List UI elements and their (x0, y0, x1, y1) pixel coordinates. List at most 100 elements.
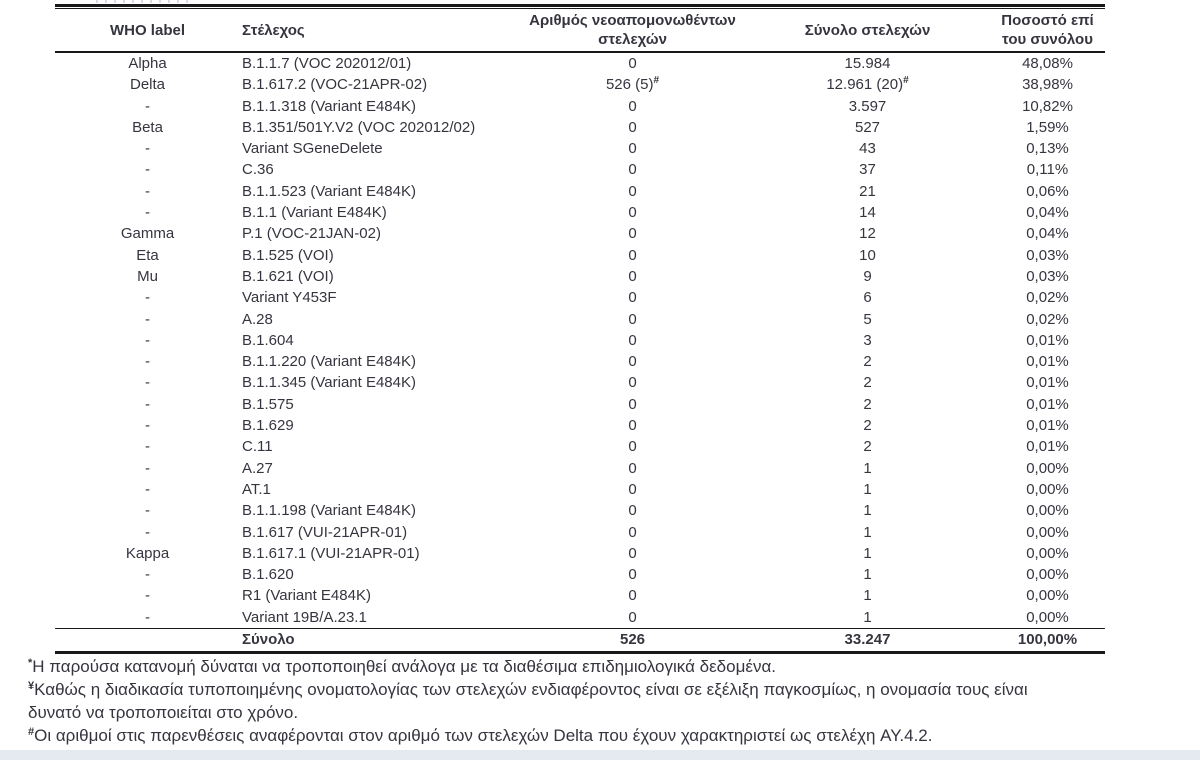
table-row: Kappa B.1.617.1 (VUI-21APR-01) 0 1 0,00% (55, 543, 1105, 564)
who-label-cell: Delta (129, 76, 166, 94)
strain-cell: B.1.621 (VOI) (242, 267, 334, 285)
table-row: - B.1.1.220 (Variant E484K) 0 2 0,01% (55, 351, 1105, 372)
percentage-cell: 0,13% (1026, 140, 1069, 158)
percentage-cell: 0,01% (1026, 374, 1069, 392)
who-label-cell: - (145, 182, 150, 200)
newly-isolated-count-cell: 0 (628, 204, 637, 222)
variants-table-container: WHO label Στέλεχος Αριθμός νεοαπομονωθέν… (55, 4, 1105, 655)
table-row: - B.1.575 0 2 0,01% (55, 394, 1105, 415)
newly-isolated-count-cell: 0 (628, 55, 637, 72)
newly-isolated-count-cell: 0 (628, 544, 637, 562)
who-label-cell: - (145, 417, 150, 435)
table-row: Eta B.1.525 (VOI) 0 10 0,03% (55, 245, 1105, 266)
strain-cell: C.11 (242, 438, 273, 456)
table-row: Alpha B.1.1.7 (VOC 202012/01) 0 15.984 48,08… (55, 52, 1105, 74)
who-label-cell: - (145, 310, 150, 328)
total-label-cell: Σύνολο (240, 628, 520, 653)
hash-superscript-marker: # (653, 75, 660, 87)
footnote-text: Η παρούσα κατανομή δύναται να τροποποιηθ… (32, 657, 777, 676)
total-newly-isolated-cell: 526 (520, 628, 745, 653)
strain-cell: R1 (Variant E484K) (242, 587, 371, 605)
newly-isolated-count-cell: 0 (628, 225, 637, 243)
who-label-cell: - (145, 161, 150, 179)
who-label-cell: - (145, 438, 150, 456)
newly-isolated-count-cell: 0 (628, 310, 637, 328)
percentage-cell: 0,00% (1026, 480, 1069, 498)
newly-isolated-count-cell: 0 (628, 459, 637, 477)
strain-cell: B.1.1.220 (Variant E484K) (242, 353, 416, 371)
who-label-cell: Gamma (120, 225, 175, 243)
total-strains-cell: 1 (863, 544, 872, 562)
table-row: Gamma P.1 (VOC-21JAN-02) 0 12 0,04% (55, 223, 1105, 244)
total-strains-cell: 2 (863, 417, 872, 435)
strain-cell: C.36 (242, 161, 274, 179)
who-label-cell: Beta (132, 118, 163, 136)
strain-cell: Variant SGeneDelete (242, 140, 383, 158)
table-row: - C.36 0 37 0,11% (55, 159, 1105, 180)
strain-cell: B.1.617.2 (VOC-21APR-02) (242, 76, 428, 94)
who-label-cell: - (145, 331, 150, 349)
total-strains-cell: 1 (863, 480, 872, 498)
who-label-cell: - (145, 97, 150, 115)
percentage-cell: 0,00% (1026, 544, 1069, 562)
who-label-cell: Kappa (125, 544, 170, 562)
total-row: Σύνολο 526 33.247 100,00% (55, 628, 1105, 653)
newly-isolated-count-cell: 0 (628, 246, 637, 264)
strain-cell: B.1.1.523 (Variant E484K) (242, 182, 416, 200)
total-strains-cell: 2 (863, 438, 872, 456)
who-label-cell: - (145, 395, 150, 413)
percentage-cell: 0,01% (1026, 331, 1069, 349)
newly-isolated-count-cell: 0 (628, 161, 637, 179)
percentage-cell: 0,04% (1026, 225, 1069, 243)
percentage-cell: 0,02% (1026, 289, 1069, 307)
strain-cell: B.1.620 (242, 566, 294, 584)
strain-cell: B.1.1.345 (Variant E484K) (242, 374, 416, 392)
total-strains-cell: 6 (863, 289, 872, 307)
percentage-cell: 0,11% (1026, 161, 1069, 179)
total-strains-cell: 5 (863, 310, 872, 328)
hash-superscript-marker: # (903, 75, 909, 87)
total-strains-cell: 2 (863, 374, 872, 392)
total-strains-cell: 14 (859, 204, 876, 222)
newly-isolated-count-cell: 0 (628, 289, 637, 307)
yen-marker: ¥ (28, 680, 35, 692)
table-row: Delta B.1.617.2 (VOC-21APR-02) 526 (5)# 12.… (55, 74, 1105, 95)
table-row: - B.1.1.345 (Variant E484K) 0 2 0,01% (55, 372, 1105, 393)
total-strains-cell: 1 (863, 608, 872, 626)
percentage-cell: 0,01% (1026, 438, 1069, 456)
strain-cell: A.27 (242, 459, 273, 477)
strain-cell: P.1 (VOC-21JAN-02) (242, 225, 381, 243)
table-row: - A.27 0 1 0,00% (55, 458, 1105, 479)
newly-isolated-count-cell: 0 (628, 566, 637, 584)
strain-cell: B.1.1.7 (VOC 202012/01) (242, 55, 412, 72)
percentage-cell: 0,01% (1026, 417, 1069, 435)
strain-cell: B.1.617.1 (VUI-21APR-01) (242, 544, 420, 562)
who-label-cell: - (145, 140, 150, 158)
table-top-rule (55, 4, 1105, 9)
who-label-cell: - (145, 502, 150, 520)
who-label-cell: Mu (137, 267, 158, 285)
header-row: WHO label Στέλεχος Αριθμός νεοαπομονωθέν… (55, 9, 1105, 53)
footnote-nomenclature: ¥Καθώς η διαδικασία τυποποιημένης ονοματ… (28, 678, 1173, 724)
total-strains-cell: 2 (863, 353, 872, 371)
table-row: - Variant SGeneDelete 0 43 0,13% (55, 138, 1105, 159)
table-row: - AT.1 0 1 0,00% (55, 479, 1105, 500)
total-strains-cell: 10 (859, 246, 876, 264)
percentage-cell: 0,00% (1026, 566, 1069, 584)
newly-isolated-count-cell: 0 (628, 97, 637, 115)
strain-cell: B.1.617 (VUI-21APR-01) (242, 523, 408, 541)
strain-cell: B.1.1.198 (Variant E484K) (242, 502, 416, 520)
total-strains-cell: 12.961 (20)# (826, 75, 909, 94)
strain-cell: B.1.525 (VOI) (242, 246, 334, 264)
table-row: - B.1.604 0 3 0,01% (55, 330, 1105, 351)
col-header-strain: Στέλεχος (240, 9, 520, 53)
percentage-cell: 0,04% (1026, 204, 1069, 222)
newly-isolated-count-cell: 0 (628, 331, 637, 349)
table-row: - B.1.620 0 1 0,00% (55, 564, 1105, 585)
table-row: - C.11 0 2 0,01% (55, 436, 1105, 457)
page-bottom-strip (0, 750, 1200, 760)
strain-cell: Variant Y453F (242, 289, 337, 307)
total-strains-cell: 15.984 (844, 55, 891, 72)
table-row: - B.1.1 (Variant E484K) 0 14 0,04% (55, 202, 1105, 223)
